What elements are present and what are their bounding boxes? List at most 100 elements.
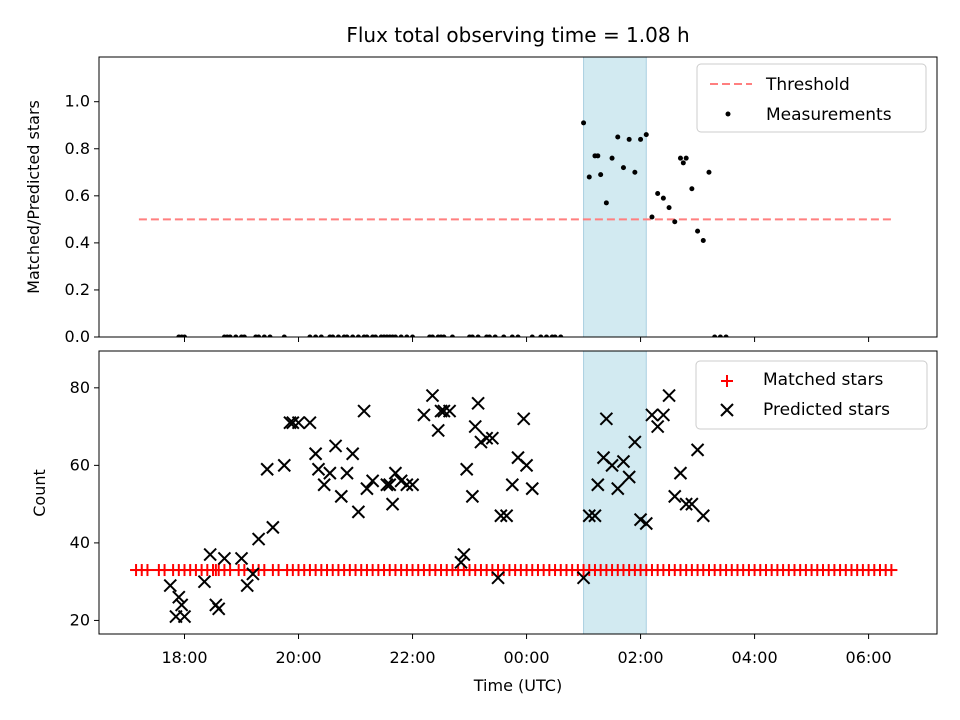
measurement-point — [492, 334, 498, 337]
measurement-point — [643, 132, 649, 138]
predicted-star-point — [673, 466, 688, 480]
measurement-point — [595, 153, 601, 159]
bottom-panel: 20 40 60 80 18:00 20:00 22:00 00:00 02:00 04:00 0… — [30, 350, 938, 695]
bottom-x-tick-label: 06:00 — [846, 648, 892, 667]
measurement-point — [441, 334, 447, 337]
measurement-point — [581, 120, 587, 126]
top-y-tick-label: 1.0 — [65, 92, 90, 111]
measurement-point — [515, 334, 521, 337]
predicted-star-point — [400, 478, 414, 492]
legend-threshold-label: Threshold — [765, 75, 850, 95]
measurement-point — [598, 172, 604, 178]
predicted-star-point — [650, 419, 665, 434]
predicted-star-point — [286, 416, 300, 430]
measurement-point — [712, 334, 718, 337]
predicted-star-point — [357, 404, 371, 418]
predicted-star-point — [690, 443, 705, 457]
predicted-star-point — [431, 423, 445, 438]
measurement-point — [313, 334, 319, 337]
predicted-star-point — [576, 571, 591, 585]
bottom-legend-box — [695, 360, 928, 430]
predicted-star-point — [405, 478, 420, 492]
bottom-x-axis-label: Time (UTC) — [473, 676, 562, 695]
measurement-point — [603, 200, 609, 206]
predicted-star-point — [437, 404, 451, 418]
measurement-point — [620, 165, 626, 171]
measurement-point — [655, 190, 661, 196]
bottom-x-tick-label: 18:00 — [161, 648, 207, 667]
measurement-point — [680, 160, 686, 166]
predicted-star-point — [459, 462, 474, 476]
predicted-star-point — [172, 590, 186, 604]
measurement-point — [392, 334, 398, 337]
measurement-point — [318, 334, 324, 337]
top-y-axis-label: Matched/Predicted stars — [24, 100, 43, 294]
measurement-point — [307, 334, 313, 337]
predicted-star-point — [479, 431, 494, 445]
predicted-star-point — [266, 520, 280, 535]
measurement-point — [544, 334, 550, 337]
measurement-point — [638, 136, 644, 142]
predicted-star-point — [471, 396, 485, 411]
measurement-point — [469, 334, 475, 337]
legend-measurements-marker — [725, 111, 731, 117]
measurement-point — [267, 334, 273, 337]
predicted-star-point — [246, 567, 260, 581]
predicted-star-point — [616, 454, 631, 469]
top-axes-frame — [98, 56, 938, 338]
predicted-star-point — [277, 458, 291, 473]
top-y-tick-label: 0.8 — [65, 139, 90, 158]
measurement-point — [660, 195, 666, 201]
measurement-point — [281, 334, 287, 337]
measurement-point — [429, 334, 435, 337]
top-y-tick-label: 0.2 — [65, 280, 90, 299]
predicted-star-point — [334, 489, 348, 504]
predicted-star-point — [494, 509, 508, 523]
predicted-star-point — [340, 466, 354, 480]
predicted-star-point — [394, 474, 408, 488]
predicted-star-point — [454, 555, 468, 569]
predicted-star-point — [380, 478, 394, 492]
predicted-star-point — [240, 578, 254, 593]
top-panel: 0.0 0.2 0.4 0.6 0.8 1.0 Flux total observing … — [24, 23, 938, 346]
bottom-axes-frame — [98, 350, 938, 635]
predicted-star-point — [474, 435, 488, 449]
legend-matched-marker — [721, 375, 733, 387]
predicted-star-point — [516, 412, 531, 426]
bottom-y-tick-label: 80 — [70, 378, 90, 397]
measurement-point — [233, 334, 239, 337]
measurement-point — [475, 334, 481, 337]
predicted-star-point — [591, 478, 605, 492]
predicted-star-point — [345, 447, 360, 461]
measurement-point — [509, 334, 515, 337]
measurement-point — [689, 186, 695, 192]
predicted-star-point — [582, 509, 596, 523]
bottom-y-axis-label: Count — [30, 469, 49, 517]
measurement-point — [609, 155, 615, 161]
predicted-star-point — [525, 481, 539, 496]
predicted-star-point — [468, 419, 482, 434]
measurement-point — [695, 228, 701, 234]
measurement-point — [241, 334, 247, 337]
measurement-point — [538, 334, 544, 337]
predicted-star-point — [360, 481, 374, 496]
measurement-point — [256, 334, 262, 337]
legend-predicted-marker — [720, 403, 734, 417]
measurement-point — [410, 334, 416, 337]
measurement-point — [364, 334, 370, 337]
measurement-point — [626, 136, 632, 142]
bottom-x-tick-label: 04:00 — [732, 648, 778, 667]
predicted-star-point — [679, 497, 693, 511]
measurement-point — [182, 334, 188, 337]
predicted-star-point — [499, 509, 514, 523]
measurement-point — [672, 219, 678, 225]
predicted-star-point — [251, 532, 266, 546]
measurement-point — [717, 334, 723, 337]
predicted-star-point — [519, 458, 534, 473]
legend-matched-label: Matched stars — [763, 370, 883, 390]
measurement-point — [586, 174, 592, 180]
matched-star-point — [141, 564, 154, 577]
predicted-star-point — [622, 470, 636, 484]
predicted-star-point — [633, 512, 648, 527]
predicted-star-point — [491, 571, 505, 585]
